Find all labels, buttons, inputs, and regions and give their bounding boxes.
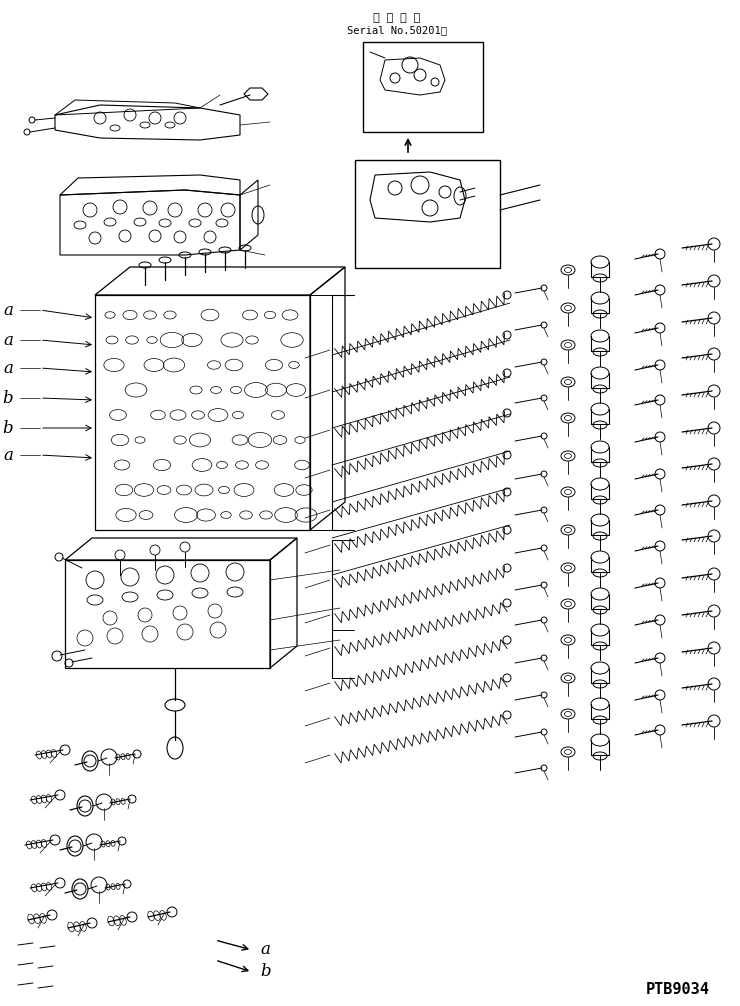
Text: a: a	[3, 302, 13, 319]
Text: b: b	[2, 420, 13, 437]
Bar	[310, 295, 332, 530]
Text: b: b	[2, 389, 13, 406]
Text: a: a	[3, 359, 13, 376]
Bar	[355, 160, 500, 268]
Bar	[363, 42, 483, 132]
Text: 適 用 号 機: 適 用 号 機	[374, 13, 420, 23]
Text: PTB9034: PTB9034	[646, 983, 710, 998]
Text: a: a	[260, 942, 270, 959]
Text: a: a	[3, 332, 13, 348]
Text: a: a	[3, 447, 13, 464]
Text: b: b	[260, 964, 271, 981]
Text: Serial No.50201～: Serial No.50201～	[347, 25, 447, 35]
